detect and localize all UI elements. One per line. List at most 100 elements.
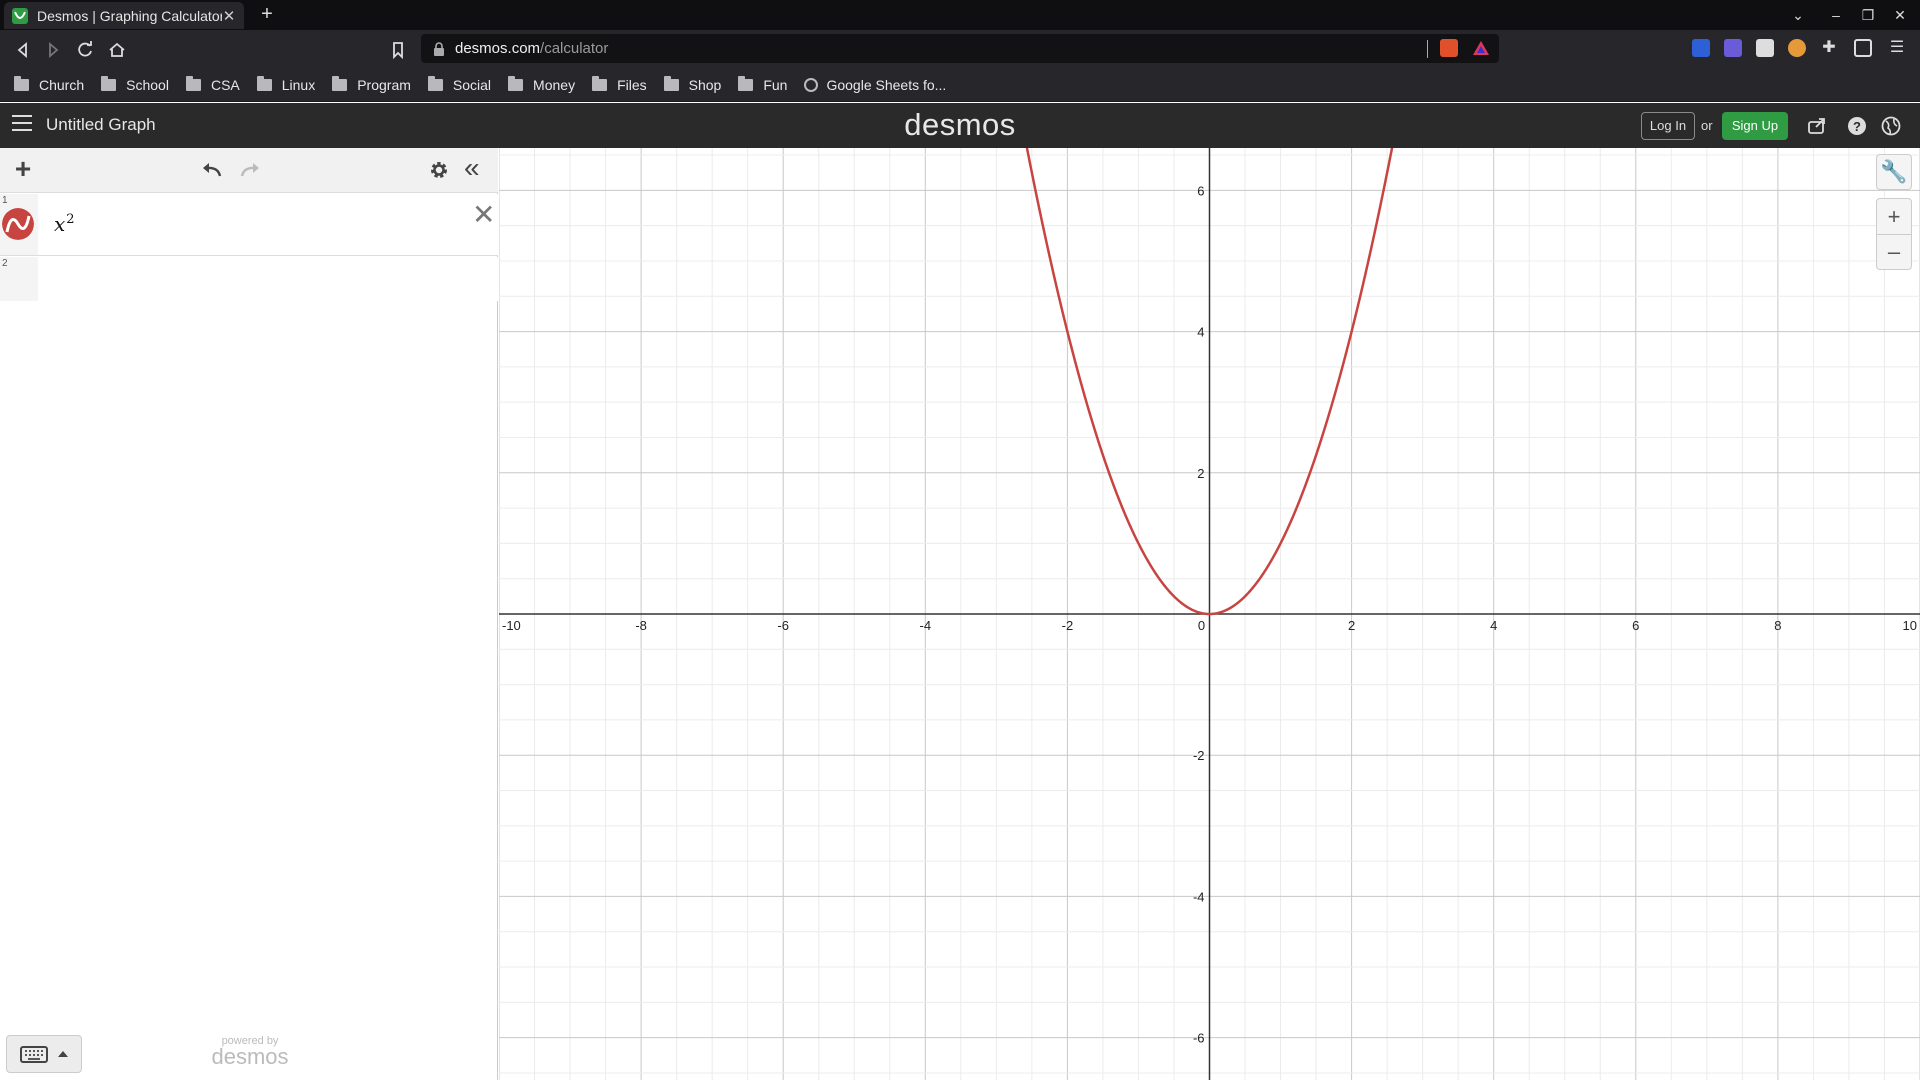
folder-icon <box>332 75 348 91</box>
back-icon[interactable] <box>12 39 34 61</box>
x-tick-label: -10 <box>502 618 521 633</box>
bookmark-folder[interactable]: Fun <box>738 75 787 93</box>
expression-index: 1 <box>2 195 8 206</box>
expression-row[interactable]: 1 x2 ✕ <box>0 194 498 256</box>
keypad-toggle-button[interactable] <box>6 1035 82 1073</box>
desmos-header: Untitled Graph desmos Log In or Sign Up … <box>0 103 1920 148</box>
tab-close-icon[interactable]: ✕ <box>222 7 236 25</box>
bookmarks-bar: Church School CSA Linux Program Social M… <box>0 68 1920 102</box>
expression-gutter: 2 <box>0 257 38 301</box>
tab-title: Desmos | Graphing Calculator <box>37 7 222 24</box>
folder-icon <box>427 75 443 91</box>
bookmark-folder[interactable]: Money <box>508 75 575 93</box>
x-tick-label: -8 <box>635 618 647 633</box>
help-icon[interactable]: ? <box>1847 116 1867 136</box>
url-host: desmos.com <box>455 40 541 57</box>
expression-row-empty[interactable]: 2 <box>0 257 498 301</box>
window-extension-icon[interactable] <box>1756 39 1774 57</box>
gear-icon[interactable] <box>428 159 450 181</box>
bookmark-page-icon[interactable] <box>387 39 409 61</box>
add-item-button[interactable]: + <box>14 153 32 184</box>
browser-menu-icon[interactable]: ☰ <box>1889 39 1905 56</box>
tab-list-chevron-icon[interactable]: ⌄ <box>1792 7 1804 23</box>
zoom-in-button[interactable]: + <box>1876 198 1912 234</box>
forward-icon[interactable] <box>42 39 64 61</box>
graph-canvas[interactable]: -10 -8 -6 -4 -2 0 2 4 6 8 10 -6 -4 -2 2 4 6 <box>499 148 1920 1080</box>
x-tick-label: -6 <box>777 618 789 633</box>
x-tick-label: 4 <box>1490 618 1497 633</box>
address-bar[interactable]: desmos.com/calculator <box>421 34 1499 63</box>
reload-icon[interactable] <box>74 39 96 61</box>
signup-button[interactable]: Sign Up <box>1722 112 1788 140</box>
restore-icon[interactable]: ❐ <box>1861 7 1875 23</box>
globe-language-icon[interactable] <box>1881 116 1901 136</box>
brave-rewards-icon[interactable] <box>1472 39 1490 57</box>
expression-gutter: 1 <box>0 194 38 255</box>
graph-visibility-icon[interactable] <box>2 208 34 240</box>
x-tick-label: -2 <box>1062 618 1074 633</box>
desmos-logo: desmos <box>904 107 1016 142</box>
x-tick-label: 0 <box>1198 618 1205 633</box>
expression-panel: + « 1 x2 ✕ 2 powered by desmos <box>0 148 498 1080</box>
x-tick-label: 8 <box>1774 618 1781 633</box>
cookie-extension-icon[interactable] <box>1788 39 1806 57</box>
google-sheets-icon <box>804 77 819 92</box>
folder-icon <box>101 75 117 91</box>
browser-tab[interactable]: Desmos | Graphing Calculator ✕ <box>4 2 244 29</box>
x-tick-label: -4 <box>920 618 932 633</box>
folder-icon <box>508 75 524 91</box>
y-tick-label: 4 <box>1197 325 1204 340</box>
delete-expression-icon[interactable]: ✕ <box>472 199 496 230</box>
extensions-puzzle-icon[interactable]: ✚ <box>1822 39 1836 56</box>
expression-toolbar: + « <box>0 148 498 193</box>
window-close-icon[interactable]: ✕ <box>1894 7 1906 23</box>
graph-paper[interactable]: -10 -8 -6 -4 -2 0 2 4 6 8 10 -6 -4 -2 2 4 6 🔧 + – <box>499 148 1920 1080</box>
x-tick-label: 2 <box>1348 618 1355 633</box>
graph-title[interactable]: Untitled Graph <box>46 115 156 134</box>
home-icon[interactable] <box>106 39 128 61</box>
lock-icon <box>434 41 444 56</box>
redo-icon[interactable] <box>238 160 262 180</box>
desmos-favicon-icon <box>12 7 28 24</box>
folder-icon <box>592 75 608 91</box>
minimize-icon[interactable]: – <box>1832 7 1840 23</box>
folder-icon <box>14 75 29 91</box>
svg-text:?: ? <box>1853 119 1861 134</box>
k-extension-icon[interactable] <box>1724 39 1742 57</box>
or-label: or <box>1701 118 1713 133</box>
bookmark-link[interactable]: Google Sheets fo... <box>804 77 946 93</box>
collapse-panel-icon[interactable]: « <box>464 152 480 183</box>
series-curve-x-squared <box>1025 148 1394 616</box>
bookmark-folder[interactable]: Shop <box>663 75 721 93</box>
url-path: /calculator <box>540 40 609 57</box>
login-button[interactable]: Log In <box>1641 112 1695 140</box>
hamburger-menu-icon[interactable] <box>12 115 32 135</box>
bookmark-folder[interactable]: Program <box>332 75 411 93</box>
powered-by-desmos: powered by desmos <box>211 1035 289 1069</box>
bookmark-folder[interactable]: School <box>101 75 169 93</box>
urlbar-divider <box>1427 40 1428 58</box>
x-tick-label: 10 <box>1903 618 1917 633</box>
y-tick-label: -4 <box>1193 889 1205 904</box>
expression-math[interactable]: x2 <box>54 212 75 236</box>
graph-settings-wrench-icon[interactable]: 🔧 <box>1876 154 1912 190</box>
folder-icon <box>738 75 754 91</box>
bookmark-folder[interactable]: Linux <box>256 75 315 93</box>
zoom-out-button[interactable]: – <box>1876 234 1912 270</box>
new-tab-button[interactable]: + <box>261 3 273 25</box>
bitwarden-extension-icon[interactable] <box>1692 39 1710 57</box>
bookmark-folder[interactable]: Church <box>14 75 84 93</box>
brave-shields-icon[interactable] <box>1440 39 1458 57</box>
share-icon[interactable] <box>1807 116 1827 136</box>
browser-toolbar: desmos.com/calculator ✚ ☰ <box>0 30 1920 68</box>
undo-icon[interactable] <box>200 160 224 180</box>
bookmark-folder[interactable]: Social <box>427 75 491 93</box>
wallet-icon[interactable] <box>1854 39 1872 57</box>
y-tick-label: -6 <box>1193 1031 1205 1046</box>
graph-controls: 🔧 + – <box>1876 154 1912 270</box>
bookmark-folder[interactable]: CSA <box>185 75 240 93</box>
x-tick-label: 6 <box>1632 618 1639 633</box>
bookmark-folder[interactable]: Files <box>592 75 647 93</box>
y-tick-label: 6 <box>1197 183 1204 198</box>
y-tick-label: -2 <box>1193 748 1205 763</box>
